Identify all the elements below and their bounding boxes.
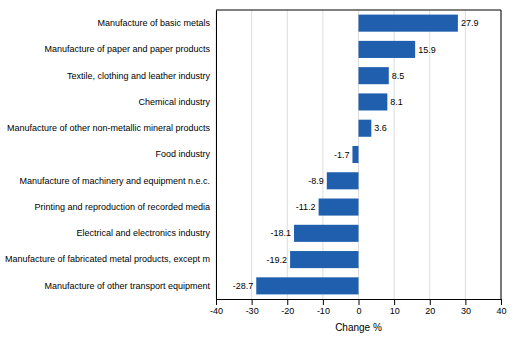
y-tick: Chemical industry <box>138 97 210 107</box>
y-tick: Electrical and electronics industry <box>76 228 210 238</box>
y-tick-label: Printing and reproduction of recorded me… <box>34 202 210 212</box>
bar <box>256 277 358 294</box>
chart: -40 -30 -20 -10 0 10 20 30 40 Manufacture of othe… <box>0 0 517 337</box>
x-tick-label: -30 <box>246 306 259 316</box>
x-tick-label: -10 <box>317 306 330 316</box>
y-tick: Printing and reproduction of recorded me… <box>34 202 210 212</box>
bar <box>327 172 359 189</box>
bar <box>352 146 358 163</box>
y-tick: Manufacture of other transport equipment <box>44 281 210 291</box>
x-tick-mark <box>287 299 288 305</box>
frame <box>501 10 502 299</box>
x-axis-title: Change % <box>335 322 382 333</box>
y-tick-label: Food industry <box>155 149 210 159</box>
x-tick-label: 0 <box>356 306 361 316</box>
data-label: 3.6 <box>374 123 387 133</box>
x-tick-mark <box>465 299 466 305</box>
grid-line <box>216 10 217 299</box>
x-tick-label: 10 <box>390 306 400 316</box>
data-label: -11.2 <box>296 202 316 212</box>
data-labels: -28.7 -19.2 -18.1 -11.2 -8.9 -1.7 3.6 8.1 8.5 15.… <box>233 18 479 291</box>
x-tick-mark <box>252 299 253 305</box>
y-axis: Manufacture of other transport equipment… <box>5 11 217 300</box>
bar <box>359 120 372 137</box>
x-tick-mark <box>323 299 324 305</box>
y-tick: Manufacture of machinery and equipment n… <box>19 176 210 186</box>
data-label: -28.7 <box>233 281 254 291</box>
grid-line <box>501 10 502 299</box>
bar <box>359 15 458 32</box>
x-axis: -40 -30 -20 -10 0 10 20 30 40 <box>210 299 507 316</box>
data-label: -1.7 <box>334 150 350 160</box>
y-axis-line <box>216 11 217 300</box>
y-tick-label: Manufacture of machinery and equipment n… <box>19 176 210 186</box>
x-tick-mark <box>430 299 431 305</box>
y-tick-label: Chemical industry <box>138 97 210 107</box>
frame <box>216 10 501 11</box>
plot: -40 -30 -20 -10 0 10 20 30 40 Manufacture of othe… <box>5 10 507 316</box>
x-tick-mark <box>359 299 360 305</box>
y-tick-label: Electrical and electronics industry <box>76 228 210 238</box>
bar <box>294 225 358 242</box>
x-tick: -40 <box>210 299 223 316</box>
bars <box>256 15 458 295</box>
grid-line <box>251 10 252 299</box>
x-tick: 0 <box>356 299 361 316</box>
y-tick-label: Manufacture of fabricated metal products… <box>5 254 210 264</box>
grid <box>216 10 501 299</box>
x-tick-label: -20 <box>281 306 294 316</box>
data-label: 15.9 <box>418 45 436 55</box>
x-tick: 20 <box>425 299 435 316</box>
x-tick: -20 <box>281 299 294 316</box>
bar <box>359 67 389 84</box>
bar <box>359 93 388 110</box>
x-tick: 10 <box>390 299 400 316</box>
x-axis-line <box>217 300 502 306</box>
x-tick-label: 40 <box>496 306 506 316</box>
y-tick-label: Manufacture of paper and paper products <box>44 44 210 54</box>
x-tick: -30 <box>246 299 259 316</box>
x-tick: 30 <box>461 299 471 316</box>
bar <box>319 199 359 216</box>
data-label: 27.9 <box>461 18 479 28</box>
y-tick: Manufacture of fabricated metal products… <box>5 254 210 264</box>
data-label: -8.9 <box>308 176 324 186</box>
x-tick: 40 <box>496 299 506 316</box>
data-label: 8.5 <box>392 71 405 81</box>
y-tick: Manufacture of basic metals <box>97 18 210 28</box>
y-tick-label: Manufacture of basic metals <box>97 18 210 28</box>
y-tick: Textile, clothing and leather industry <box>67 71 211 81</box>
x-tick-mark <box>216 299 217 305</box>
x-tick-label: 20 <box>425 306 435 316</box>
y-tick: Manufacture of other non-metallic minera… <box>7 123 211 133</box>
y-tick: Food industry <box>155 149 210 159</box>
bar <box>359 41 416 58</box>
x-tick: -10 <box>317 299 330 316</box>
y-tick: Manufacture of paper and paper products <box>44 44 210 54</box>
y-tick-label: Manufacture of other non-metallic minera… <box>7 123 211 133</box>
x-tick-label: -40 <box>210 306 223 316</box>
x-tick-mark <box>394 299 395 305</box>
y-tick-label: Manufacture of other transport equipment <box>44 281 210 291</box>
x-tick-label: 30 <box>461 306 471 316</box>
data-label: -19.2 <box>267 255 288 265</box>
grid-line <box>465 10 466 299</box>
x-tick-mark <box>501 299 502 305</box>
data-label: 8.1 <box>390 97 403 107</box>
bar <box>290 251 358 268</box>
data-label: -18.1 <box>271 228 292 238</box>
y-tick-label: Textile, clothing and leather industry <box>67 71 211 81</box>
